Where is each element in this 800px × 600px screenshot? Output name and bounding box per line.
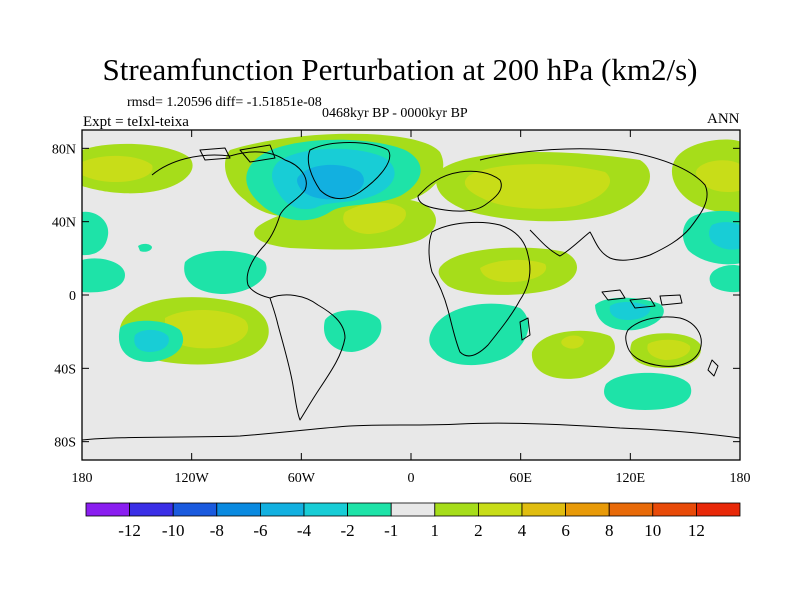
colorbar-swatch xyxy=(303,502,348,517)
coast-europe xyxy=(417,170,502,212)
x-tick-label: 180 xyxy=(730,471,751,486)
colorbar-label: -2 xyxy=(341,521,355,540)
contour-south-indian-pos2 xyxy=(561,335,584,349)
colorbar-swatch xyxy=(565,502,610,517)
coast-madagascar xyxy=(519,317,531,341)
colorbar-swatch xyxy=(434,502,479,517)
y-tick-label: 40S xyxy=(54,362,76,377)
contour-pacific-neg xyxy=(184,250,267,294)
colorbar-swatch xyxy=(390,502,436,517)
x-tick-label: 120W xyxy=(175,471,210,486)
colorbar-swatch xyxy=(347,502,392,517)
contour-small-neg xyxy=(138,243,152,252)
colorbar-swatch xyxy=(85,502,130,517)
contour-west-edge-neg xyxy=(82,211,109,256)
x-axis-labels: 180 120W 60W 0 60E 120E 180 xyxy=(72,471,751,486)
contour-australia-pos2 xyxy=(647,339,691,360)
chart-title: Streamfunction Perturbation at 200 hPa (… xyxy=(102,52,698,87)
coast-new-zealand xyxy=(707,359,719,377)
x-tick-label: 120E xyxy=(616,471,646,486)
coast-africa xyxy=(428,221,531,357)
colorbar-swatch xyxy=(521,502,566,517)
contour-east-edge-neg2 xyxy=(709,222,740,250)
colorbar-label: 1 xyxy=(431,521,440,540)
coast-indonesia xyxy=(601,289,683,309)
axis-ticks xyxy=(81,130,741,460)
y-tick-label: 80N xyxy=(52,142,76,157)
coast-greenland xyxy=(307,142,391,199)
contour-fills xyxy=(82,133,740,410)
colorbar-label: -12 xyxy=(118,521,141,540)
colorbar-label: -6 xyxy=(253,521,267,540)
colorbar-label: -1 xyxy=(384,521,398,540)
y-tick-label: 0 xyxy=(69,289,76,304)
colorbar-swatch xyxy=(259,502,305,517)
experiment-text: Expt = teIxl-teixa xyxy=(83,114,189,130)
contour-south-indian-pos xyxy=(531,330,615,379)
season-text: ANN xyxy=(707,111,740,127)
stats-text: rmsd= 1.20596 diff= -1.51851e-08 xyxy=(127,95,322,110)
x-tick-label: 60W xyxy=(288,471,316,486)
contour-atlantic-pos2 xyxy=(343,202,406,234)
colorbar-label: -10 xyxy=(162,521,185,540)
y-axis-labels: 80N 40N 0 40S 80S xyxy=(52,142,76,450)
y-tick-label: 40N xyxy=(52,216,76,231)
x-tick-label: 0 xyxy=(408,471,415,486)
coast-antarctica xyxy=(82,422,740,441)
contour-southern-ocean-neg xyxy=(604,372,692,410)
colorbar-label: -8 xyxy=(210,521,224,540)
y-tick-label: 80S xyxy=(54,436,76,451)
contour-south-africa-neg xyxy=(429,303,529,366)
contour-eurasia-pos2 xyxy=(464,164,611,209)
colorbar-label: 10 xyxy=(644,521,661,540)
map-field xyxy=(82,130,740,460)
period-text: 0468kyr BP - 0000kyr BP xyxy=(322,106,468,121)
colorbar-label: 4 xyxy=(518,521,527,540)
colorbar-label: 2 xyxy=(474,521,483,540)
colorbar-swatch xyxy=(696,502,741,517)
colorbar-swatch xyxy=(129,502,174,517)
colorbar-labels: -12 -10 -8 -6 -4 -2 -1 1 2 4 6 8 10 12 xyxy=(118,521,705,540)
coast-north-america xyxy=(151,151,307,299)
colorbar-swatch xyxy=(608,502,654,517)
colorbar-swatch xyxy=(172,502,218,517)
coastlines xyxy=(82,142,740,441)
colorbar-swatch xyxy=(652,502,697,517)
contour-indonesia-neg2 xyxy=(609,301,651,320)
x-tick-label: 60E xyxy=(509,471,532,486)
coast-canada-islands xyxy=(199,144,276,163)
coast-asia xyxy=(479,148,708,261)
contour-northwest-pos2 xyxy=(82,155,153,182)
contour-south-pacific-neg2 xyxy=(134,329,169,352)
contour-north-america-neg4 xyxy=(297,164,364,200)
contour-east-pacific-pos2 xyxy=(696,160,740,193)
colorbar-label: 12 xyxy=(688,521,705,540)
colorbar-label: 8 xyxy=(605,521,614,540)
coast-south-america xyxy=(269,294,346,421)
x-tick-label: 180 xyxy=(72,471,93,486)
colorbar-label: 6 xyxy=(561,521,570,540)
colorbar xyxy=(85,502,741,517)
colorbar-label: -4 xyxy=(297,521,312,540)
coast-australia xyxy=(625,316,702,367)
contour-east-edge-neg-low xyxy=(709,265,740,293)
contour-west-edge-neg-low xyxy=(82,258,125,293)
contour-south-pacific-pos2 xyxy=(165,309,249,349)
colorbar-swatch xyxy=(216,502,261,517)
colorbar-swatch xyxy=(477,502,523,517)
